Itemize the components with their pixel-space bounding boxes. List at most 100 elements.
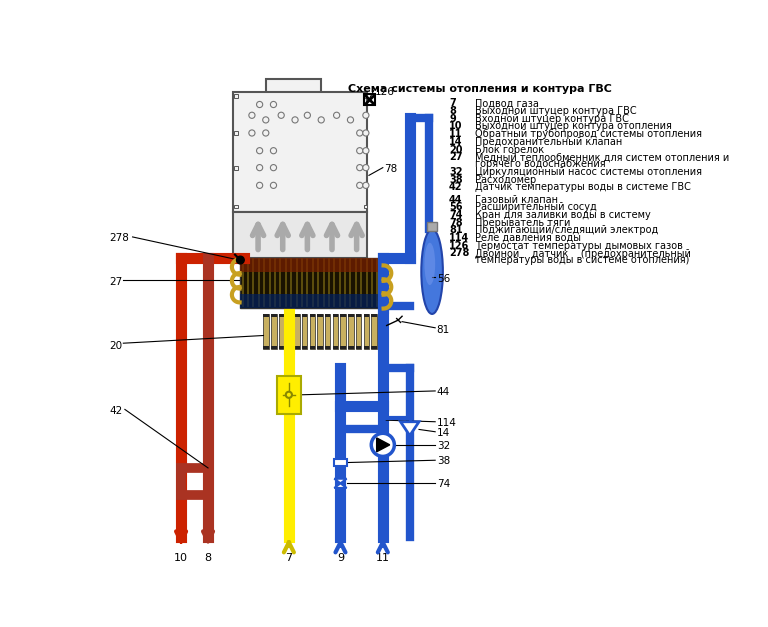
Bar — [240, 258, 382, 308]
Bar — [271, 345, 276, 349]
Text: 10: 10 — [449, 122, 462, 132]
Text: 126: 126 — [375, 87, 395, 97]
Bar — [340, 345, 346, 349]
Text: 9: 9 — [337, 552, 344, 562]
Text: 8: 8 — [204, 552, 212, 562]
Bar — [363, 345, 369, 349]
Bar — [233, 211, 367, 258]
Text: 278: 278 — [449, 248, 469, 258]
Bar — [294, 314, 300, 317]
Circle shape — [278, 112, 284, 119]
Text: Датчик температуры воды в системе ГВС: Датчик температуры воды в системе ГВС — [475, 182, 691, 192]
Text: 27: 27 — [110, 277, 123, 287]
Text: 42: 42 — [110, 406, 123, 416]
Bar — [333, 314, 338, 349]
Text: 44: 44 — [437, 387, 450, 397]
Bar — [356, 314, 361, 349]
Text: 32: 32 — [449, 167, 462, 177]
Text: Циркуляционный насос системы отопления: Циркуляционный насос системы отопления — [475, 167, 702, 177]
Bar — [234, 166, 238, 170]
Text: 38: 38 — [437, 456, 450, 466]
Bar — [363, 166, 367, 170]
Bar — [317, 314, 323, 349]
Text: 81: 81 — [449, 225, 462, 235]
Bar — [263, 345, 269, 349]
Bar — [371, 314, 376, 349]
Bar — [363, 314, 369, 349]
Text: горячего водоснабжения: горячего водоснабжения — [475, 159, 606, 169]
Text: 74: 74 — [449, 210, 462, 220]
Bar — [234, 204, 238, 208]
Text: 56: 56 — [449, 203, 462, 213]
Circle shape — [270, 164, 276, 171]
Bar — [279, 345, 284, 349]
Text: 14: 14 — [437, 428, 450, 438]
Circle shape — [362, 147, 369, 154]
Text: Двойной    датчик    (предохранительный: Двойной датчик (предохранительный — [475, 248, 691, 258]
Text: 20: 20 — [449, 145, 462, 154]
Bar — [271, 314, 276, 317]
Bar — [302, 345, 307, 349]
Bar — [379, 314, 384, 317]
Text: Расходомер: Расходомер — [475, 174, 537, 184]
Text: 7: 7 — [449, 98, 455, 108]
Bar — [240, 258, 382, 271]
Bar — [294, 345, 300, 349]
Circle shape — [270, 102, 276, 108]
Bar — [363, 130, 367, 135]
Text: Поджигающий/следящий электрод: Поджигающий/следящий электрод — [475, 225, 658, 235]
Text: Выходной штуцер контура ГВС: Выходной штуцер контура ГВС — [475, 106, 637, 116]
Bar — [427, 221, 438, 231]
Bar — [286, 345, 292, 349]
Polygon shape — [334, 479, 346, 483]
Text: Блок горелок: Блок горелок — [475, 145, 545, 154]
Bar — [310, 314, 315, 349]
Bar — [279, 314, 284, 317]
Bar — [234, 130, 238, 135]
Bar — [286, 314, 292, 317]
Circle shape — [362, 182, 369, 189]
Polygon shape — [376, 438, 389, 452]
Circle shape — [362, 130, 369, 136]
Circle shape — [270, 182, 276, 189]
Bar — [234, 93, 238, 98]
Text: 10: 10 — [174, 552, 188, 562]
Circle shape — [249, 130, 255, 136]
Text: 78: 78 — [449, 218, 462, 228]
Bar — [379, 345, 384, 349]
Bar — [348, 314, 353, 317]
Circle shape — [318, 117, 324, 123]
Bar — [356, 314, 361, 317]
Text: 81: 81 — [437, 325, 450, 335]
Text: Реле давления воды: Реле давления воды — [475, 233, 581, 243]
Polygon shape — [334, 483, 346, 488]
Bar — [310, 314, 315, 317]
Text: Расширительный сосуд: Расширительный сосуд — [475, 203, 597, 213]
Circle shape — [249, 112, 255, 119]
Circle shape — [257, 102, 263, 108]
Circle shape — [257, 182, 263, 189]
Circle shape — [263, 130, 269, 136]
Bar — [348, 314, 353, 349]
Text: 114: 114 — [449, 233, 469, 243]
Bar — [276, 376, 301, 414]
Circle shape — [257, 147, 263, 154]
Polygon shape — [401, 422, 419, 436]
Bar — [279, 314, 284, 349]
Circle shape — [371, 433, 395, 456]
Circle shape — [356, 164, 362, 171]
Bar — [286, 314, 292, 349]
Circle shape — [356, 147, 362, 154]
Bar — [371, 345, 376, 349]
Circle shape — [304, 112, 310, 119]
Bar — [302, 314, 307, 349]
Circle shape — [237, 256, 244, 264]
Bar — [356, 345, 361, 349]
Text: Термостат температуры дымовых газов: Термостат температуры дымовых газов — [475, 241, 683, 251]
Text: Газовый клапан: Газовый клапан — [475, 194, 558, 204]
Circle shape — [379, 415, 386, 421]
Circle shape — [356, 130, 362, 136]
Circle shape — [257, 164, 263, 171]
Bar — [233, 92, 367, 211]
Bar — [240, 294, 382, 308]
